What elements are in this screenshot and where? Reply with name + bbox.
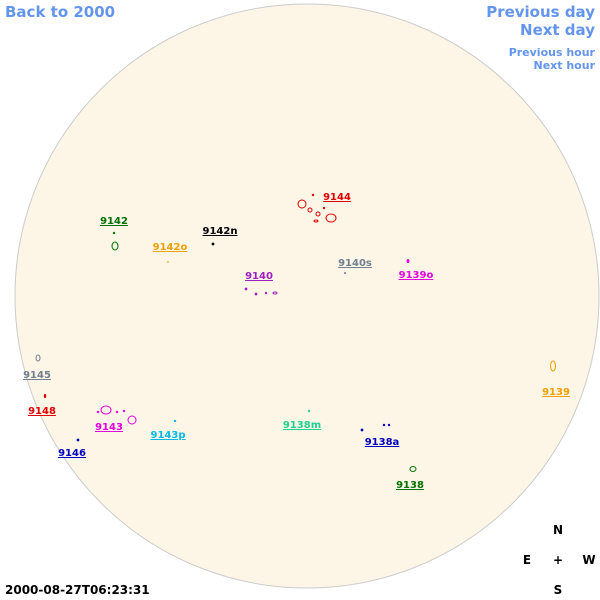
sunspot	[343, 271, 347, 275]
region-label[interactable]: 9138m	[283, 420, 321, 431]
region-label[interactable]: 9146	[58, 448, 86, 459]
region-label[interactable]: 9143	[95, 422, 123, 433]
region-label[interactable]: 9139	[542, 387, 570, 398]
region-label[interactable]: 9148	[28, 406, 56, 417]
compass-center: +	[553, 553, 563, 567]
timestamp: 2000-08-27T06:23:31	[5, 583, 150, 597]
sunspot	[382, 423, 386, 427]
sunspot	[76, 438, 80, 442]
sunspot	[387, 423, 391, 427]
sunspot	[272, 291, 278, 295]
compass-south: S	[554, 583, 563, 597]
sunspot	[313, 219, 319, 223]
sunspot	[315, 211, 321, 217]
sunspot	[115, 410, 119, 414]
sunspot	[167, 261, 169, 263]
region-label[interactable]: 9142	[100, 216, 128, 227]
sunspot	[173, 419, 177, 423]
solar-disk	[14, 3, 600, 589]
sunspot	[307, 207, 313, 213]
sunspot	[122, 409, 126, 413]
sunspot	[112, 231, 116, 235]
next-day-link[interactable]: Next day	[520, 21, 595, 39]
region-label[interactable]: 9138	[396, 480, 424, 491]
sunspot	[35, 354, 41, 362]
compass-west: W	[582, 553, 595, 567]
sunspot	[127, 415, 137, 425]
sunspot	[96, 410, 100, 414]
region-label[interactable]: 9139o	[399, 270, 434, 281]
sunspot	[43, 393, 47, 399]
region-label[interactable]: 9138a	[365, 437, 400, 448]
sunspot	[307, 409, 311, 413]
region-label[interactable]: 9144	[323, 192, 351, 203]
compass-north: N	[553, 523, 563, 537]
sunspot	[211, 242, 215, 246]
region-label[interactable]: 9143p	[151, 430, 186, 441]
sunspot	[325, 213, 337, 223]
sunspot	[550, 360, 556, 372]
sunspot	[311, 193, 315, 197]
sunspot	[322, 206, 326, 210]
region-label[interactable]: 9142n	[203, 226, 238, 237]
sunspot	[254, 292, 258, 296]
sunspot	[297, 199, 307, 209]
region-label[interactable]: 9140	[245, 271, 273, 282]
sunspot	[244, 287, 248, 291]
sunspot	[100, 405, 112, 415]
previous-hour-link[interactable]: Previous hour	[509, 46, 596, 59]
sunspot	[409, 466, 417, 472]
region-label[interactable]: 9145	[23, 370, 51, 381]
next-hour-link[interactable]: Next hour	[534, 59, 596, 72]
sunspot	[264, 291, 268, 295]
sunspot	[406, 258, 410, 264]
sunspot	[111, 241, 119, 251]
back-link[interactable]: Back to 2000	[5, 3, 115, 21]
sunspot	[360, 428, 364, 432]
region-label[interactable]: 9140s	[338, 258, 372, 269]
compass-east: E	[523, 553, 531, 567]
region-label[interactable]: 9142o	[153, 242, 188, 253]
previous-day-link[interactable]: Previous day	[486, 3, 595, 21]
